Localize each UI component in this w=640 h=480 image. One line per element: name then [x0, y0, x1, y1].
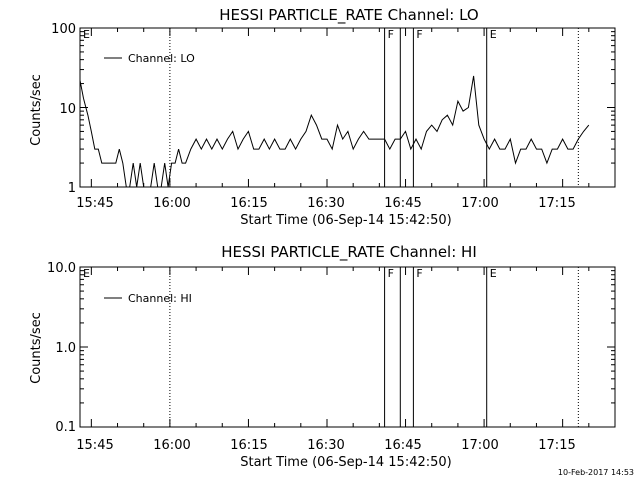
- x-tick-label: 16:00: [153, 438, 190, 453]
- y-axis-label: Counts/sec: [29, 312, 44, 384]
- x-tick-label: 17:00: [461, 196, 498, 211]
- legend: Channel: HI: [104, 292, 192, 305]
- y-tick-label: 1.0: [55, 341, 76, 356]
- panel-lo: HESSI PARTICLE_RATE Channel: LO Counts/s…: [29, 6, 616, 228]
- plot-frame: [79, 266, 616, 428]
- panel-hi: HESSI PARTICLE_RATE Channel: HI Counts/s…: [29, 243, 616, 470]
- y-tick-labels: 0.1 1.0 10.0: [47, 261, 76, 435]
- event-marker-label: F: [416, 28, 422, 41]
- x-tick-label: 15:45: [76, 196, 113, 211]
- x-tick-labels: 15:45 16:00 16:15 16:30 16:45 17:00 17:1…: [76, 438, 575, 453]
- x-tick-label: 16:45: [384, 196, 421, 211]
- x-tick-label: 17:15: [538, 438, 575, 453]
- event-marker-label: F: [388, 267, 394, 280]
- y-tick-label: 10.0: [47, 261, 76, 276]
- x-tick-label: 16:30: [307, 438, 344, 453]
- x-tick-label: 16:00: [153, 196, 190, 211]
- event-marker-label: E: [490, 28, 497, 41]
- event-marker-label: E: [83, 28, 90, 41]
- chart-title: HESSI PARTICLE_RATE Channel: HI: [221, 243, 477, 262]
- event-marker-label: F: [416, 267, 422, 280]
- x-tick-label: 16:30: [307, 196, 344, 211]
- x-axis-label: Start Time (06-Sep-14 15:42:50): [240, 213, 451, 228]
- x-axis-label: Start Time (06-Sep-14 15:42:50): [240, 455, 451, 470]
- x-tick-labels: 15:45 16:00 16:15 16:30 16:45 17:00 17:1…: [76, 196, 575, 211]
- legend-label: Channel: LO: [128, 52, 195, 65]
- y-tick-label: 1: [68, 181, 76, 196]
- y-tick-label: 0.1: [55, 420, 76, 435]
- event-marker-label: E: [83, 267, 90, 280]
- event-marker-label: E: [490, 267, 497, 280]
- legend: Channel: LO: [104, 52, 195, 65]
- chart-title: HESSI PARTICLE_RATE Channel: LO: [219, 6, 478, 25]
- legend-label: Channel: HI: [128, 292, 192, 305]
- x-tick-label: 16:45: [384, 438, 421, 453]
- y-axis-label: Counts/sec: [29, 74, 44, 146]
- generated-timestamp: 10-Feb-2017 14:53: [557, 468, 634, 477]
- x-tick-label: 15:45: [76, 438, 113, 453]
- x-tick-label: 16:15: [230, 196, 267, 211]
- series-line: [79, 75, 590, 188]
- event-marker-label: F: [388, 28, 394, 41]
- x-tick-label: 16:15: [230, 438, 267, 453]
- x-tick-label: 17:00: [461, 438, 498, 453]
- x-tick-label: 17:15: [538, 196, 575, 211]
- y-tick-label: 10: [59, 102, 76, 117]
- y-tick-labels: 1 10 100: [51, 22, 76, 196]
- y-tick-label: 100: [51, 22, 76, 37]
